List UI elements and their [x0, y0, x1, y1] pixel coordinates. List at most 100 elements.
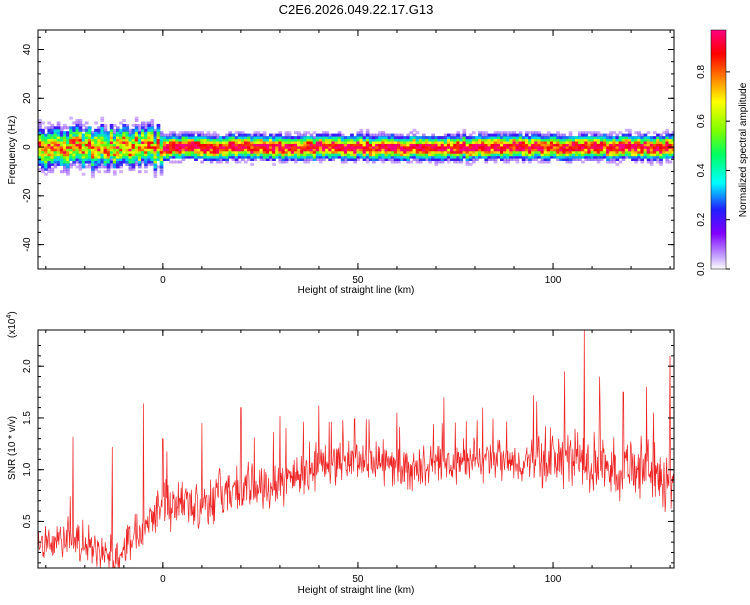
heatmap-cell [125, 133, 130, 137]
heatmap-cell [106, 145, 111, 149]
heatmap-cell [368, 141, 373, 144]
heatmap-cell [412, 138, 417, 142]
heatmap-cell [578, 133, 582, 137]
heatmap-cell [191, 155, 195, 159]
heatmap-cell [578, 143, 582, 147]
heatmap-cell [47, 131, 52, 135]
heatmap-cell [571, 155, 576, 159]
heatmap-cell [166, 155, 170, 159]
heatmap-cell [468, 158, 473, 161]
heatmap-cell [84, 143, 89, 147]
heatmap-cell [534, 150, 538, 154]
heatmap-cell [265, 148, 270, 152]
heatmap-cell [169, 148, 173, 152]
heatmap-cell [384, 133, 389, 137]
heatmap-cell [549, 141, 554, 144]
heatmap-cell [244, 160, 248, 164]
heatmap-cell [397, 155, 401, 159]
heatmap-cell [381, 133, 386, 137]
heatmap-cell [56, 148, 61, 152]
heatmap-cell [206, 131, 211, 135]
heatmap-cell [406, 145, 410, 149]
heatmap-cell [59, 128, 64, 132]
heatmap-cell [97, 158, 101, 161]
heatmap-cell [534, 131, 538, 135]
heatmap-cell [596, 143, 601, 147]
heatmap-cell [665, 145, 670, 149]
heatmap-cell [175, 143, 179, 147]
heatmap-cell [397, 148, 401, 152]
heatmap-cell [66, 172, 70, 176]
heatmap-cell [368, 148, 373, 152]
heatmap-cell [350, 158, 354, 161]
heatmap-cell [524, 145, 529, 149]
heatmap-cell [643, 155, 648, 159]
heatmap-cell [506, 150, 510, 154]
heatmap-cell [309, 145, 314, 149]
heatmap-cell [75, 145, 80, 149]
heatmap-cell [524, 136, 529, 140]
heatmap-cell [53, 136, 58, 140]
heatmap-cell [618, 143, 623, 147]
heatmap-cell [131, 123, 136, 127]
heatmap-cell [156, 123, 161, 127]
heatmap-cell [643, 148, 648, 152]
heatmap-cell [662, 155, 666, 159]
heatmap-cell [628, 136, 632, 140]
heatmap-cell [259, 136, 264, 140]
heatmap-cell [362, 153, 367, 157]
heatmap-cell [484, 143, 489, 147]
heatmap-cell [309, 133, 314, 137]
heatmap-cell [53, 145, 58, 149]
heatmap-cell [331, 143, 336, 147]
heatmap-cell [244, 148, 248, 152]
heatmap-cell [471, 148, 476, 152]
heatmap-cell [181, 131, 186, 135]
heatmap-cell [325, 136, 329, 140]
heatmap-cell [609, 138, 613, 142]
heatmap-cell [562, 155, 567, 159]
heatmap-cell [134, 116, 139, 120]
heatmap-cell [116, 131, 120, 135]
heatmap-cell [618, 131, 623, 135]
heatmap-cell [87, 126, 92, 130]
heatmap-cell [618, 148, 623, 152]
heatmap-cell [624, 138, 629, 142]
heatmap-cell [38, 153, 42, 157]
heatmap-cell [459, 133, 464, 137]
heatmap-cell [434, 150, 439, 154]
heatmap-cell [125, 148, 130, 152]
heatmap-cell [456, 143, 460, 147]
heatmap-cell [646, 158, 651, 161]
heatmap-cell [606, 160, 610, 164]
heatmap-cell [47, 162, 52, 166]
heatmap-cell [200, 136, 204, 140]
heatmap-cell [640, 141, 645, 144]
heatmap-cell [446, 155, 451, 159]
heatmap-cell [615, 143, 620, 147]
heatmap-cell [322, 145, 326, 149]
heatmap-cell [465, 143, 470, 147]
heatmap-cell [300, 155, 304, 159]
heatmap-cell [234, 131, 239, 135]
heatmap-cell [275, 136, 279, 140]
heatmap-cell [150, 136, 155, 140]
heatmap-cell [578, 138, 582, 142]
heatmap-cell [41, 121, 45, 125]
heatmap-cell [556, 155, 560, 159]
heatmap-cell [41, 143, 45, 147]
heatmap-cell [147, 133, 151, 137]
heatmap-cell [509, 145, 513, 149]
heatmap-cell [515, 136, 520, 140]
heatmap-cell [462, 136, 467, 140]
heatmap-cell [462, 148, 467, 152]
heatmap-cell [540, 141, 545, 144]
heatmap-cell [147, 160, 151, 164]
heatmap-cell [112, 133, 117, 137]
heatmap-cell [484, 158, 489, 161]
heatmap-cell [209, 158, 214, 161]
heatmap-cell [390, 148, 395, 152]
heatmap-cell [122, 155, 126, 159]
heatmap-cell [72, 131, 76, 135]
heatmap-cell [159, 153, 164, 157]
